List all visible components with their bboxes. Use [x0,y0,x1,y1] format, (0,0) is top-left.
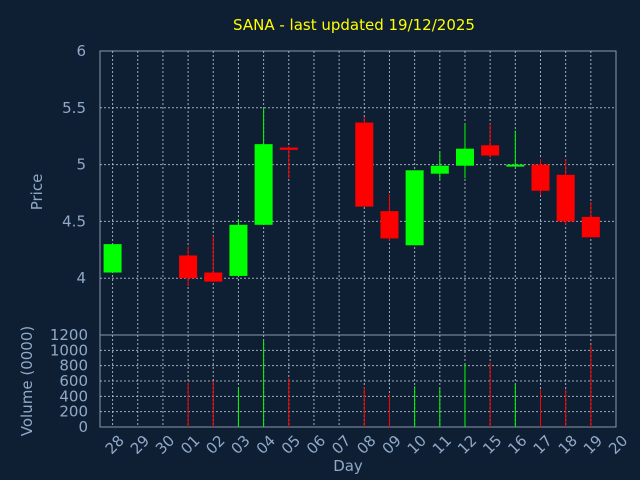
candle-body [531,164,550,191]
price-tick-label: 4 [76,269,86,287]
x-tick-label: 30 [152,432,178,458]
candle-body [204,272,223,282]
chart-title: SANA - last updated 19/12/2025 [233,16,475,34]
x-ticks: 2829300102030405060708091011121516171819… [102,432,632,458]
x-tick-label: 06 [303,432,329,458]
volume-tick-label: 0 [78,418,88,436]
volume-bars [187,340,592,427]
price-axis-label: Price [28,174,46,211]
candle-body [405,170,424,246]
candle-body [103,244,122,273]
price-y-ticks: 4 4.5 5 5.5 6 [62,42,86,287]
x-tick-label: 29 [127,432,153,458]
x-tick-label: 16 [504,432,530,458]
x-tick-label: 20 [605,432,631,458]
x-tick-label: 08 [353,432,379,458]
candle-body [254,144,273,225]
x-tick-label: 10 [404,432,430,458]
candlestick-series [103,107,600,287]
x-tick-label: 07 [328,432,354,458]
price-tick-label: 6 [76,42,86,60]
price-tick-label: 5.5 [62,99,86,117]
candle-body [380,211,399,239]
x-tick-label: 01 [177,432,203,458]
candle-body [556,174,575,222]
candle-body [279,147,298,150]
volume-tick-label: 800 [59,357,88,375]
candle-body [430,165,449,174]
x-axis-label: Day [333,457,363,475]
price-tick-label: 5 [76,156,86,174]
x-tick-label: 02 [202,432,228,458]
x-tick-label: 03 [228,432,254,458]
candle-body [581,216,600,238]
x-tick-label: 05 [278,432,304,458]
x-tick-label: 15 [479,432,505,458]
price-tick-label: 4.5 [62,212,86,230]
volume-tick-label: 400 [59,387,88,405]
candle-body [455,148,474,166]
x-tick-label: 09 [379,432,405,458]
candle-body [481,145,500,156]
candle-body [355,122,374,207]
x-tick-label: 04 [253,432,279,458]
candle-body [229,224,248,276]
x-tick-label: 11 [429,432,455,458]
x-tick-label: 28 [102,432,128,458]
candle-body [179,255,198,279]
x-tick-label: 18 [555,432,581,458]
volume-axis-label: Volume (0000) [18,326,36,436]
candle-body [506,164,525,167]
volume-tick-label: 600 [59,372,88,390]
x-tick-label: 19 [580,432,606,458]
volume-tick-label: 1200 [50,326,88,344]
x-tick-label: 12 [454,432,480,458]
x-tick-label: 17 [530,432,556,458]
volume-tick-label: 1000 [50,341,88,359]
volume-tick-label: 200 [59,403,88,421]
